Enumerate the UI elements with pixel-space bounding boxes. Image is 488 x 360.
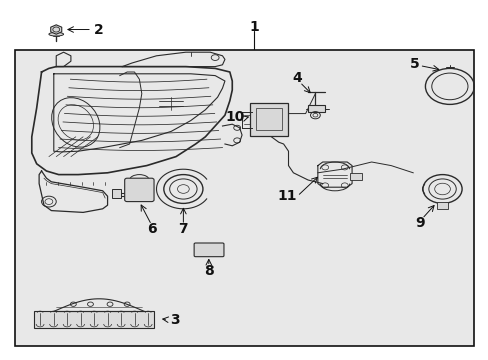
Text: 8: 8 [203, 264, 213, 278]
FancyBboxPatch shape [194, 243, 224, 257]
Text: 2: 2 [94, 23, 103, 36]
Text: 7: 7 [178, 222, 188, 235]
Text: 5: 5 [409, 57, 419, 71]
FancyBboxPatch shape [250, 103, 287, 136]
Bar [15, 50, 473, 346]
Bar [34, 311, 154, 328]
Text: 6: 6 [146, 222, 156, 235]
Text: 9: 9 [415, 216, 425, 230]
Bar [436, 202, 447, 209]
Bar [307, 105, 325, 112]
Text: 4: 4 [292, 72, 302, 85]
Text: 10: 10 [224, 110, 244, 124]
Text: 11: 11 [277, 189, 297, 203]
Bar [349, 173, 361, 180]
FancyBboxPatch shape [124, 178, 154, 202]
Bar [255, 108, 282, 130]
Bar [112, 189, 121, 198]
Ellipse shape [49, 32, 63, 36]
Text: 3: 3 [169, 313, 179, 327]
Text: 1: 1 [249, 20, 259, 34]
Polygon shape [51, 25, 61, 34]
